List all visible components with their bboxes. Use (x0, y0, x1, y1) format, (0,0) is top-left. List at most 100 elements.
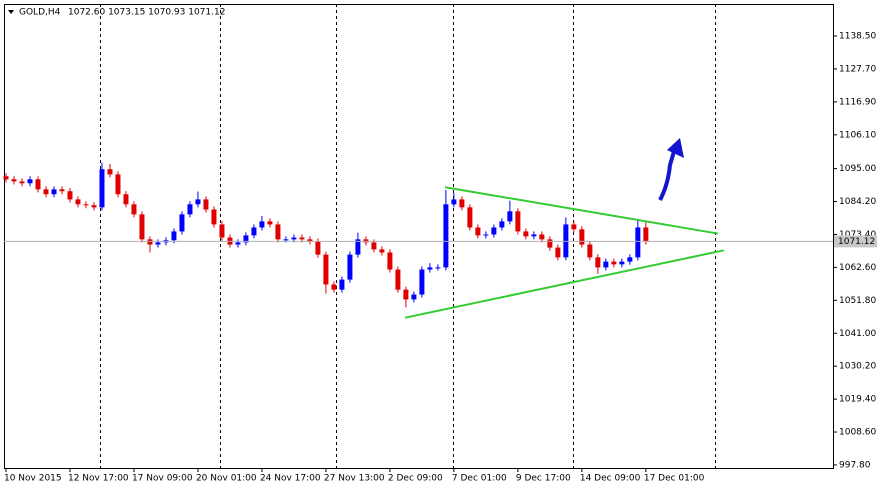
x-tick-label: 20 Nov 01:00 (196, 474, 257, 484)
y-tick-label: 1062.60 (839, 263, 876, 273)
candle-body (371, 242, 377, 250)
candle-body (475, 227, 481, 236)
candle-body (291, 237, 297, 240)
y-tick-label: 1106.10 (839, 130, 876, 140)
candle-body (251, 227, 257, 236)
candle-body (387, 252, 393, 270)
candle-body (379, 249, 385, 253)
candle-body (451, 199, 457, 205)
y-tick-label: 1095.00 (839, 164, 876, 174)
candle-body (427, 267, 433, 270)
y-tick-label: 1030.20 (839, 362, 876, 372)
candle-body (563, 224, 569, 258)
y-tick-label: 997.80 (839, 460, 871, 470)
quote: 1072.60 1073.15 1070.93 1071.12 (68, 8, 225, 18)
candle-body (499, 221, 505, 228)
candle-body (547, 239, 553, 248)
candle-body (243, 235, 249, 243)
candle-body (211, 209, 217, 225)
x-tick-label: 7 Dec 01:00 (452, 474, 507, 484)
candle-body (171, 231, 177, 241)
candle-body (579, 229, 585, 245)
candle-body (99, 169, 105, 208)
candle-body (3, 176, 9, 180)
candle-body (35, 179, 41, 190)
arrow (658, 138, 684, 201)
candle-body (459, 199, 465, 208)
candle-body (259, 221, 265, 228)
candle-body (603, 261, 609, 268)
candle-body (531, 234, 537, 237)
candle-body (59, 189, 65, 192)
x-tick-label: 9 Dec 17:00 (516, 474, 571, 484)
candle-body (11, 179, 17, 182)
candle-body (539, 234, 545, 240)
candle-body (555, 247, 561, 258)
menu-triangle[interactable] (8, 10, 14, 14)
candle-body (299, 237, 305, 240)
candle-body (523, 231, 529, 237)
candle-body (283, 239, 289, 241)
candle-body (507, 211, 513, 222)
candle-body (147, 239, 153, 245)
candle-body (363, 239, 369, 243)
arrow-shaft (658, 147, 677, 201)
symbol: GOLD,H4 (19, 8, 61, 18)
candle-body (203, 199, 209, 210)
candle-body (187, 204, 193, 215)
x-tick-label: 12 Nov 17:00 (68, 474, 129, 484)
candle-body (587, 244, 593, 258)
y-tick-label: 1073.40 (839, 230, 876, 240)
candle-body (123, 194, 129, 205)
candle-body (267, 221, 273, 225)
candle-body (131, 204, 137, 215)
x-tick-label: 27 Nov 13:00 (324, 474, 385, 484)
y-tick-label: 1041.00 (839, 329, 876, 339)
candle-body (331, 284, 337, 290)
candle-body (515, 211, 521, 232)
x-tick-label: 17 Dec 01:00 (644, 474, 705, 484)
y-tick-label: 1127.70 (839, 64, 876, 74)
candle-body (43, 189, 49, 195)
candle-body (179, 214, 185, 232)
candle-body (491, 227, 497, 235)
candle-body (307, 239, 313, 242)
candle-body (195, 199, 201, 205)
candle-body (635, 227, 641, 258)
candle-body (355, 239, 361, 255)
candle-body (315, 241, 321, 255)
y-tick-label: 1084.20 (839, 197, 876, 207)
candle-body (27, 179, 33, 184)
candle-body (347, 254, 353, 280)
x-tick-label: 2 Dec 09:00 (388, 474, 443, 484)
candle-body (107, 169, 113, 175)
candle-body (627, 257, 633, 262)
candle-body (67, 191, 73, 200)
candle-body (51, 189, 57, 195)
x-tick-label: 10 Nov 2015 (4, 474, 62, 484)
candle-body (395, 269, 401, 290)
candle-body (115, 174, 121, 195)
candle-body (483, 234, 489, 236)
candle-body (435, 267, 441, 269)
y-tick-label: 1051.80 (839, 296, 876, 306)
candle-body (235, 242, 241, 245)
candle-body (611, 261, 617, 265)
x-tick-label: 17 Nov 09:00 (132, 474, 193, 484)
candle-body (19, 181, 25, 184)
trendline (404, 249, 725, 319)
period-separators (100, 4, 716, 468)
candle-body (83, 204, 89, 206)
candle-body (155, 242, 161, 245)
candle-body (323, 254, 329, 285)
candle-body (219, 224, 225, 238)
y-tick-label: 1008.60 (839, 428, 876, 438)
y-tick-label: 1116.90 (839, 97, 876, 107)
candle-body (403, 289, 409, 300)
candle-body (75, 199, 81, 205)
x-tick-label: 24 Nov 17:00 (260, 474, 321, 484)
arrow-head (667, 138, 684, 158)
candle-body (419, 269, 425, 295)
last-price-label: 1071.12 (838, 237, 875, 247)
